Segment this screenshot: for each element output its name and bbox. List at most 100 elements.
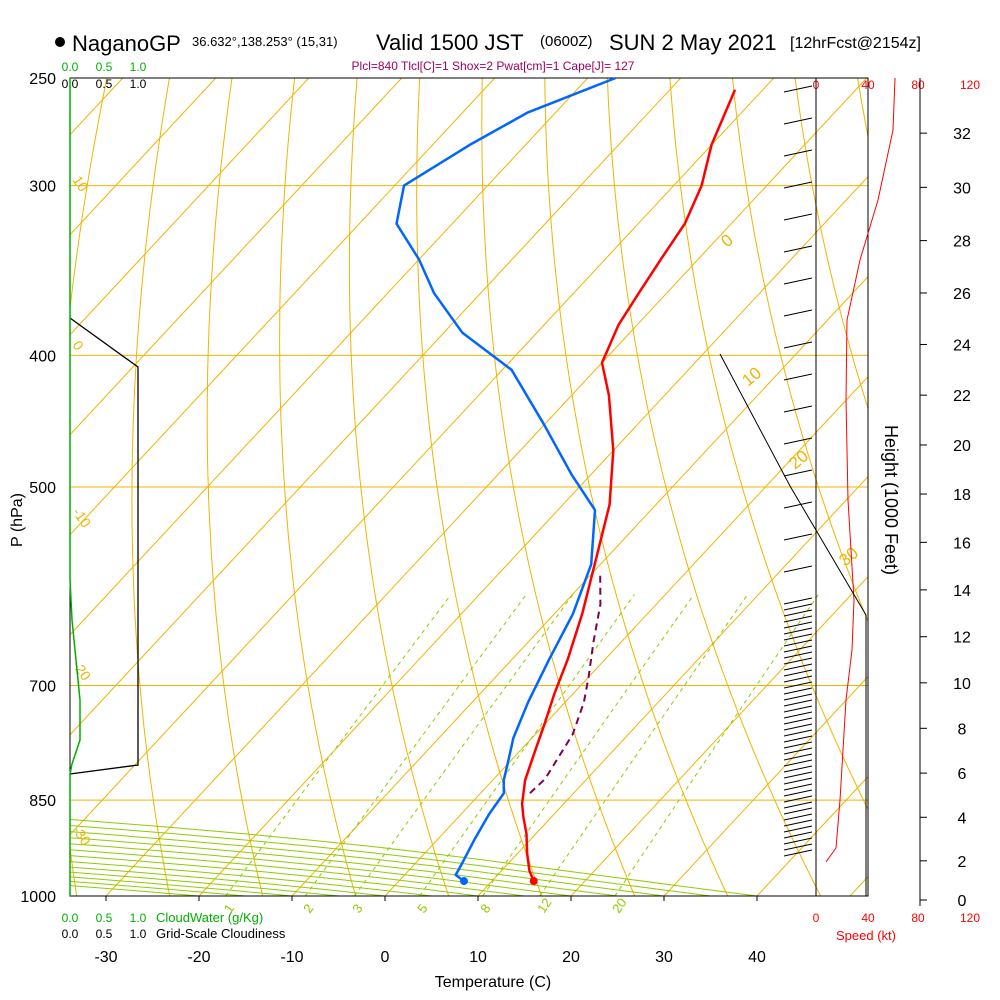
x-tick-label: 10 xyxy=(469,949,487,966)
cloud-water-tick-bottom: 0.5 xyxy=(96,911,113,925)
wind-barb-icon xyxy=(783,807,813,815)
speed-tick-top: 40 xyxy=(861,78,875,92)
wind-barb-icon xyxy=(783,765,813,773)
cloudiness-tick-bottom: 0.0 xyxy=(62,927,79,941)
wind-barb-icon xyxy=(783,789,813,797)
height-tick-label: 2 xyxy=(958,854,967,871)
speed-tick-bottom: 40 xyxy=(861,911,875,925)
wind-barb-icon xyxy=(783,687,813,695)
dry-adiabat-line xyxy=(983,78,1000,896)
wind-barb-icon xyxy=(783,801,813,809)
dry-adiabat-label: 20 xyxy=(785,446,812,473)
wind-barb-icon xyxy=(783,85,813,93)
cloudiness-profile xyxy=(69,317,139,775)
cloud-water-tick-top: 1.0 xyxy=(130,60,147,74)
station-coords: 36.632°,138.253° (15,31) xyxy=(192,34,338,49)
height-tick-label: 16 xyxy=(953,535,971,552)
dewpoint-profile-line xyxy=(395,78,617,883)
isotherm-line xyxy=(70,78,217,236)
wind-barb-icon xyxy=(783,609,813,617)
dry-adiabat-line xyxy=(206,78,264,896)
dry-adiabat-line xyxy=(131,78,171,896)
isotherm-line xyxy=(663,675,868,896)
mixing-ratio-label: 12 xyxy=(534,895,555,915)
wind-barb-icon xyxy=(783,657,813,665)
isotherm-line xyxy=(70,78,682,736)
isotherm-line xyxy=(477,475,868,896)
cloud-water-profile xyxy=(69,78,81,896)
isotherm-line xyxy=(0,78,30,896)
wind-barb-icon xyxy=(783,651,813,659)
wind-barb-icon xyxy=(783,819,813,827)
temperature-profile-line xyxy=(520,89,737,882)
cloudiness-tick-top: 0.5 xyxy=(96,77,113,91)
wind-barb-icon xyxy=(783,795,813,803)
wind-barb-icon xyxy=(783,813,813,821)
speed-tick-top: 80 xyxy=(911,78,925,92)
wind-barb-icon xyxy=(783,759,813,767)
isotherm-line xyxy=(384,375,868,896)
height-tick-label: 30 xyxy=(953,180,971,197)
height-tick-label: 10 xyxy=(953,676,971,693)
y-axis-title: P (hPa) xyxy=(9,493,26,547)
cloudiness-tick-bottom: 1.0 xyxy=(130,927,147,941)
wind-barb-icon xyxy=(783,735,813,743)
wind-barb-icon xyxy=(783,777,813,785)
isotherm-line xyxy=(70,78,775,836)
pressure-tick-label: 700 xyxy=(29,679,56,696)
x-tick-label: 20 xyxy=(562,949,580,966)
height-tick-label: 20 xyxy=(953,438,971,455)
forecast-label: [12hrFcst@2154z] xyxy=(790,35,921,52)
mixing-ratio-line xyxy=(614,594,819,896)
wind-barb-icon xyxy=(783,645,813,653)
wind-barb-icon xyxy=(783,245,813,253)
wind-barb-icon xyxy=(783,639,813,647)
height-tick-label: 18 xyxy=(953,487,971,504)
mixing-ratio-line xyxy=(304,594,527,896)
height-tick-label: 24 xyxy=(953,337,971,354)
height-tick-label: 32 xyxy=(953,126,971,143)
wind-barb-icon xyxy=(783,837,813,845)
station-name: NaganoGP xyxy=(72,31,181,56)
wind-barb-icon xyxy=(783,615,813,623)
dry-adiabat-line xyxy=(732,78,868,623)
station-dot-icon xyxy=(55,37,65,47)
wind-barb-icon xyxy=(783,597,813,605)
dry-adiabat-label: 10 xyxy=(738,363,765,390)
dry-adiabat-line xyxy=(794,78,868,411)
chart-grid xyxy=(0,78,1000,896)
wind-barb-icon xyxy=(783,603,813,611)
dry-adiabat-line xyxy=(348,78,450,896)
wind-barb-icon xyxy=(783,753,813,761)
wind-barb-icon xyxy=(783,501,813,509)
wind-barb-icon xyxy=(783,825,813,833)
dry-adiabat-line xyxy=(416,78,543,896)
isotherm-label: 0 xyxy=(70,338,88,354)
height-tick-label: 12 xyxy=(953,630,971,647)
wind-barb-icon xyxy=(783,437,813,445)
wind-barb-icon xyxy=(783,849,813,857)
height-tick-label: 4 xyxy=(958,810,967,827)
isotherm-line xyxy=(70,78,403,436)
mixing-ratio-label: 3 xyxy=(349,901,365,916)
speed-axis-title: Speed (kt) xyxy=(836,928,896,943)
pressure-tick-label: 1000 xyxy=(20,889,56,906)
wind-barb-icon xyxy=(783,533,813,541)
wind-barb-icon xyxy=(783,341,813,349)
parcel-profile-line xyxy=(529,574,602,794)
wind-barb-icon xyxy=(783,843,813,851)
isotherm-line xyxy=(70,78,310,336)
mixing-ratio-line xyxy=(225,594,452,896)
mixing-ratio-label: 2 xyxy=(300,901,316,916)
terrain-boundary xyxy=(719,353,867,896)
wind-barb-icon xyxy=(783,627,813,635)
dry-adiabat-line xyxy=(857,78,868,140)
mixing-ratio-label: 20 xyxy=(609,895,630,915)
wind-barb-icon xyxy=(783,373,813,381)
mixing-ratio-line xyxy=(482,594,695,896)
cloud-water-tick-top: 0.0 xyxy=(62,60,79,74)
height-tick-label: 0 xyxy=(958,893,967,910)
